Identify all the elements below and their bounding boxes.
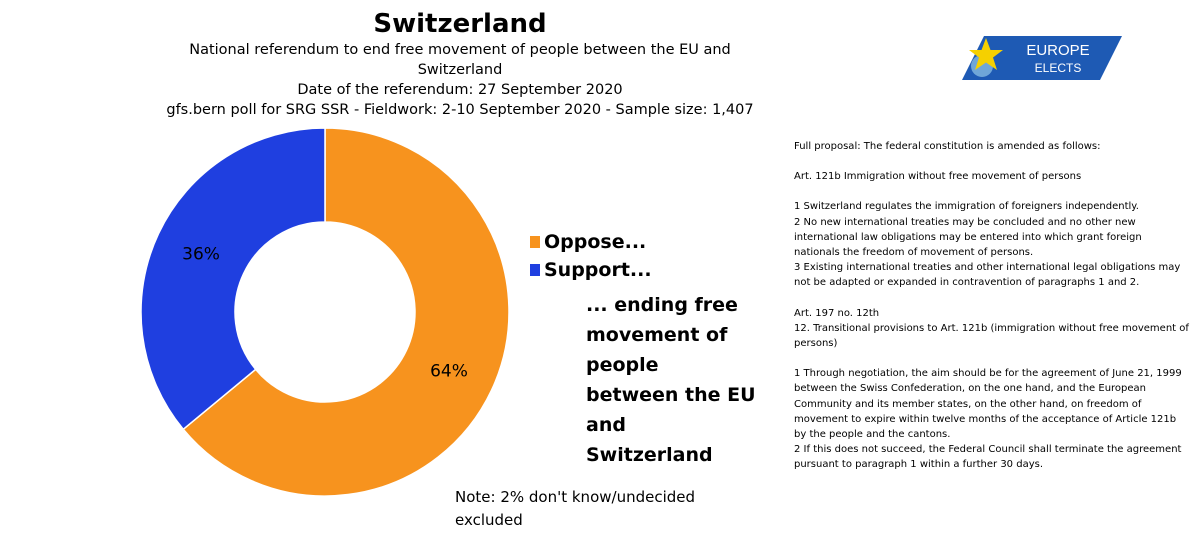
proposal-intro: Full proposal: The federal constitution … <box>794 141 1101 152</box>
proposal-art-197: Art. 197 no. 12th 12. Transitional provi… <box>794 307 1189 350</box>
legend-label-support: Support... <box>544 259 652 281</box>
europe-elects-logo: EUROPE ELECTS <box>962 36 1122 80</box>
donut-slice-oppose <box>182 128 510 497</box>
question-annotation: ... ending free movement of people betwe… <box>586 294 756 466</box>
chart-title: Switzerland <box>373 9 547 39</box>
legend-swatch-support <box>530 264 540 276</box>
undecided-note: Note: 2% don't know/undecided excluded <box>455 488 696 529</box>
subtitle-poll: gfs.bern poll for SRG SSR - Fieldwork: 2… <box>166 102 754 118</box>
legend-label-oppose: Oppose... <box>544 231 647 253</box>
subtitle-referendum: National referendum to end free movement… <box>189 42 731 78</box>
proposal-art-121b-clauses: 1 Switzerland regulates the immigration … <box>794 201 1181 289</box>
slice-label-support: 36% <box>182 245 220 265</box>
donut-slice-support <box>140 128 326 431</box>
star-icon <box>969 38 1003 70</box>
proposal-art-121b: Art. 121b Immigration without free movem… <box>794 171 1082 183</box>
legend-item-support: Support... <box>530 256 652 284</box>
slice-label-oppose: 64% <box>430 361 468 381</box>
logo-text-elects: ELECTS <box>1035 61 1082 75</box>
legend-swatch-oppose <box>530 236 540 248</box>
legend-item-oppose: Oppose... <box>530 228 652 256</box>
donut-chart: 64% 36% <box>140 128 510 497</box>
chart-header: Switzerland National referendum to end f… <box>150 8 770 120</box>
full-proposal-text: Full proposal: The federal constitution … <box>794 139 1189 473</box>
subtitle-date: Date of the referendum: 27 September 202… <box>297 82 623 98</box>
logo-text-europe: EUROPE <box>1026 42 1089 59</box>
legend: Oppose... Support... <box>530 228 652 284</box>
proposal-transitional-clauses: 1 Through negotiation, the aim should be… <box>794 368 1182 471</box>
logo-banner <box>962 36 1122 80</box>
